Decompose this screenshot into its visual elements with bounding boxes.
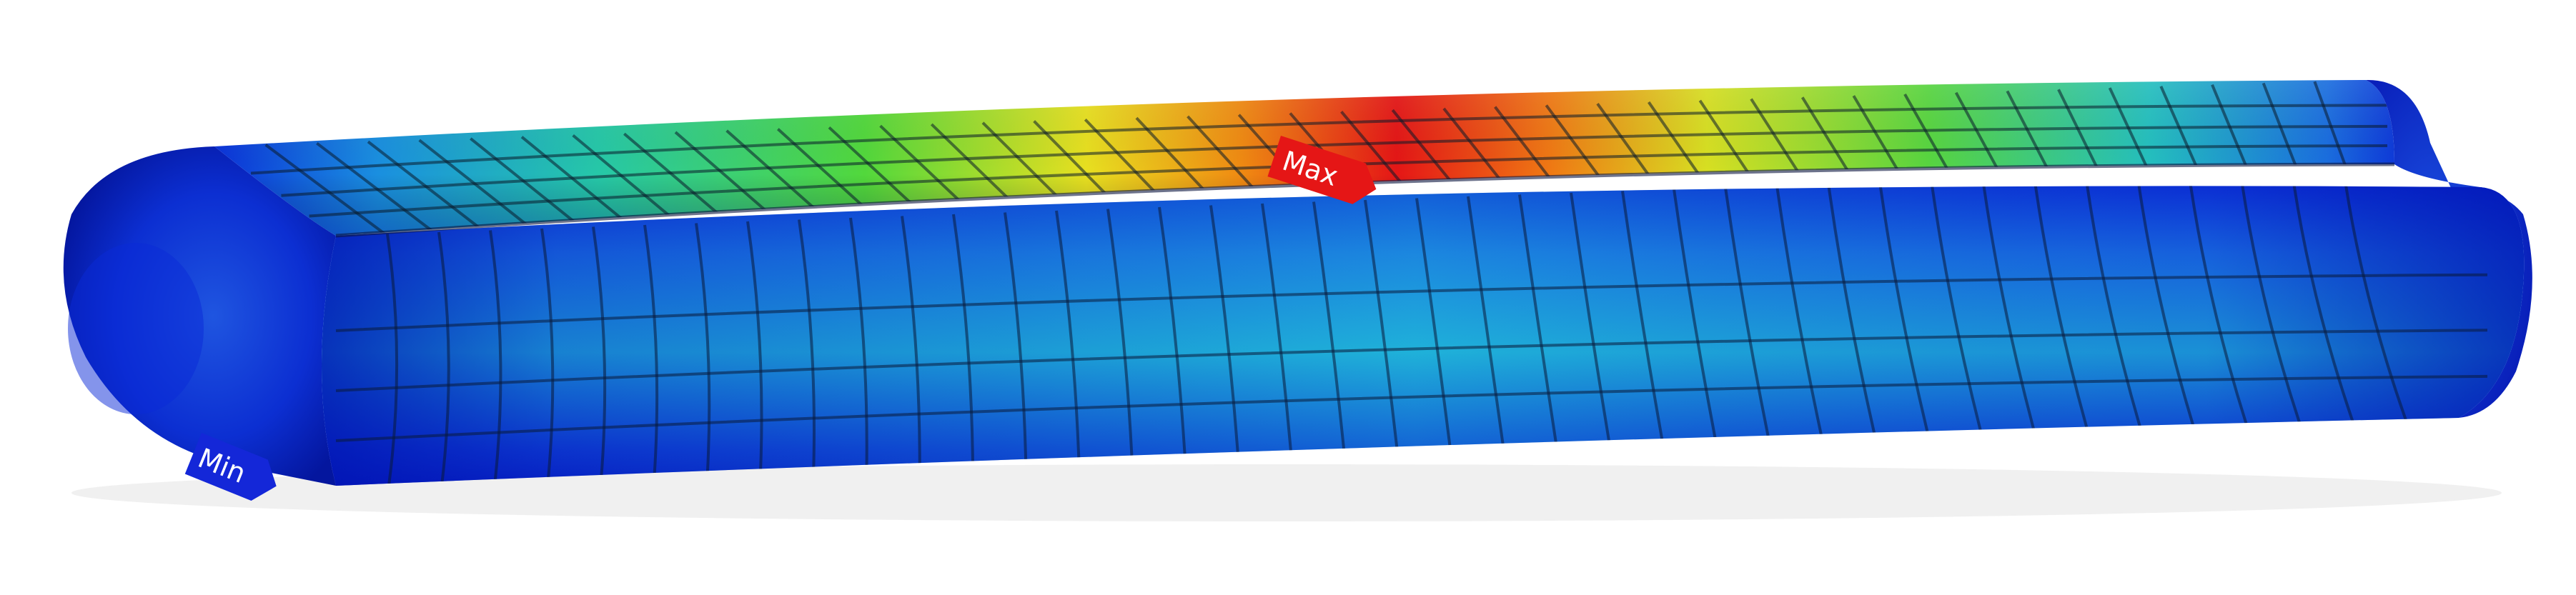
mesh-line bbox=[1570, 192, 1611, 446]
mesh-line bbox=[2108, 87, 2151, 174]
mesh-line bbox=[1106, 209, 1134, 461]
mesh-line bbox=[2342, 186, 2407, 421]
mesh-line bbox=[1261, 203, 1293, 456]
mesh-line bbox=[592, 226, 607, 478]
mesh-line bbox=[1312, 201, 1346, 454]
mesh-line bbox=[849, 217, 868, 469]
mesh-line bbox=[798, 219, 816, 471]
mesh-line bbox=[2033, 186, 2089, 431]
mesh-line bbox=[1467, 196, 1505, 449]
mesh-line bbox=[643, 224, 659, 476]
mesh-line bbox=[695, 223, 711, 474]
mesh-line bbox=[2057, 89, 2102, 176]
mesh-line bbox=[1930, 186, 1983, 434]
mesh-line bbox=[437, 231, 450, 483]
mesh-line bbox=[1158, 206, 1187, 459]
mesh-line bbox=[250, 104, 2388, 175]
mesh-line bbox=[1673, 189, 1718, 442]
mesh-line bbox=[540, 228, 555, 479]
mesh-line bbox=[1415, 198, 1452, 451]
mesh-line bbox=[2084, 186, 2142, 429]
min-probe-marker bbox=[184, 433, 277, 501]
mesh-line bbox=[489, 230, 502, 481]
mesh-line bbox=[1878, 186, 1930, 436]
mesh-line bbox=[1954, 91, 2004, 179]
mesh-line bbox=[335, 329, 2488, 392]
mesh-line bbox=[1364, 199, 1399, 452]
mesh-line bbox=[623, 132, 729, 224]
right-end-cap bbox=[2366, 79, 2532, 419]
mesh-line bbox=[470, 137, 583, 229]
mesh-line bbox=[746, 221, 763, 473]
mesh-line bbox=[264, 144, 386, 236]
mesh-line bbox=[2290, 186, 2354, 422]
max-probe-marker bbox=[1267, 136, 1377, 204]
mesh-line bbox=[1827, 186, 1877, 437]
mesh-line bbox=[674, 131, 778, 222]
mesh-line bbox=[316, 141, 435, 234]
mesh-line bbox=[2313, 81, 2347, 167]
mesh-line bbox=[1724, 187, 1770, 441]
ground-shadow bbox=[71, 464, 2502, 521]
mesh-line bbox=[1209, 205, 1240, 457]
mesh-line bbox=[901, 216, 921, 467]
mesh-line bbox=[1775, 186, 1823, 439]
mesh-line bbox=[572, 134, 680, 225]
mesh-line bbox=[1055, 210, 1081, 462]
mesh-line bbox=[2239, 186, 2302, 424]
mesh-line bbox=[1518, 194, 1558, 447]
mesh-line bbox=[335, 374, 2488, 442]
mesh-line bbox=[335, 273, 2488, 332]
mesh-line bbox=[386, 234, 399, 484]
mesh-line bbox=[520, 136, 631, 227]
mesh-line bbox=[281, 124, 2388, 197]
mesh-line bbox=[2136, 186, 2195, 427]
mesh-line bbox=[2006, 90, 2053, 177]
mesh-line bbox=[1981, 186, 2036, 432]
mesh-line bbox=[952, 214, 974, 466]
left-end-hole bbox=[68, 243, 204, 414]
mesh-line bbox=[2187, 186, 2248, 426]
mesh-line bbox=[1621, 191, 1665, 444]
mesh-line bbox=[1004, 212, 1028, 464]
